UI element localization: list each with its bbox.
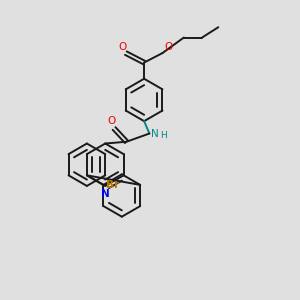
Text: O: O: [108, 116, 116, 126]
Text: N: N: [151, 128, 159, 139]
Text: Br: Br: [106, 180, 119, 190]
Text: O: O: [165, 42, 173, 52]
Text: H: H: [160, 131, 167, 140]
Text: O: O: [118, 42, 126, 52]
Text: N: N: [101, 190, 110, 200]
